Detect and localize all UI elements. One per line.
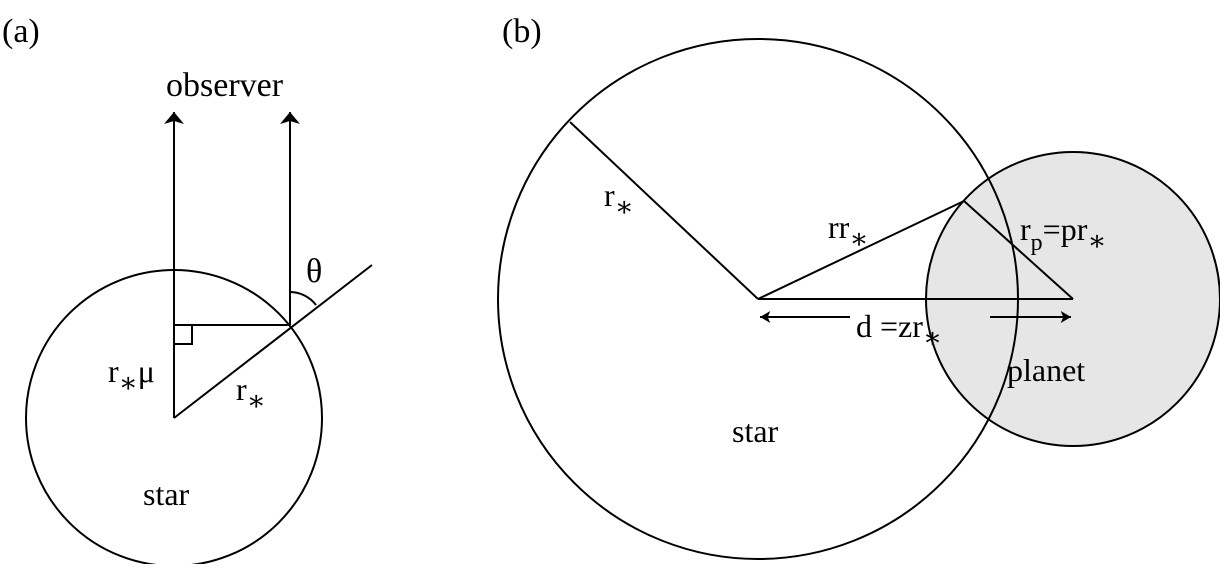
planet-radius-line [963,200,1074,300]
rr-star-line [757,200,965,300]
star-radius-line [569,121,759,300]
theta-arc [289,291,317,306]
panel-a-star-label: star [143,476,190,512]
panel-a: (a) observer θ r∗μ r∗ star [2,13,373,567]
panel-a-radius-label: r∗ [236,371,266,417]
r-mu-label: r∗μ [108,353,155,399]
theta-label: θ [306,253,322,290]
panel-b-label: (b) [502,13,542,50]
panel-b-star-radius-label: r∗ [604,177,634,223]
distance-label: d =zr∗ [856,308,942,354]
rr-star-label: rr∗ [828,209,868,255]
panel-a-label: (a) [2,13,40,50]
rp-equals-label: rp=pr∗ [1020,211,1106,257]
panel-b-star-label: star [732,413,779,449]
radius-normal-line [173,264,373,419]
panel-b: (b) r∗ rr∗ rp=pr∗ d =zr∗ star [497,13,1220,560]
planet-label: planet [1007,352,1085,388]
observer-label: observer [166,67,284,104]
right-angle-marker [174,325,193,345]
